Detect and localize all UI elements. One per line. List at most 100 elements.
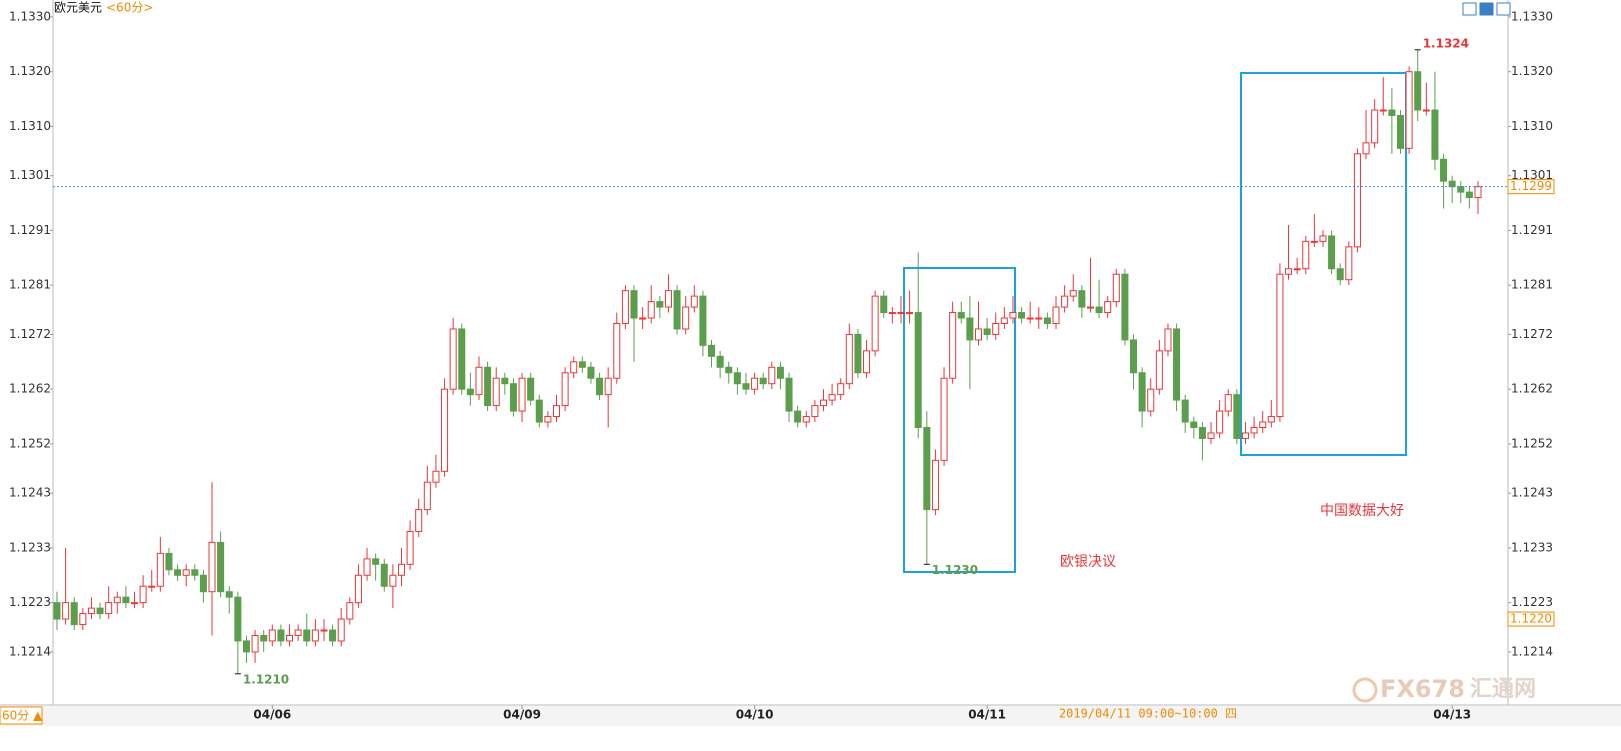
candle-body [1328,235,1336,270]
y-tick-label: 1.1301 [1511,168,1553,182]
tool-button[interactable] [1496,2,1511,16]
candle-body [1181,399,1189,423]
candle-body [1026,317,1034,320]
candle-body [1293,268,1301,271]
candle-body [596,377,604,396]
y-tick-label: 1.1243 [9,486,51,500]
candle-body [1035,317,1043,320]
candle-body [957,312,965,319]
candle-body [87,607,95,615]
period-button-label[interactable]: 60分 ▲ [2,709,43,723]
toolbar[interactable] [1462,2,1511,16]
candle-body [208,541,216,593]
candle-body [1207,432,1215,439]
candle-body [165,552,173,571]
candle-body [105,602,113,615]
candle-body [983,328,991,335]
candle-body [70,602,78,626]
candle-body [337,618,345,642]
candle-body [837,383,845,396]
candle-body [544,416,552,423]
candle-body [406,530,414,565]
candle-body [1396,114,1405,149]
candle-body [1362,142,1370,155]
tool-button[interactable] [1479,2,1494,16]
candle-body [372,558,380,565]
candle-body [1018,312,1026,319]
candle-body [1319,235,1327,242]
candle-body [888,312,896,315]
y-tick-label: 1.1291 [1511,223,1553,237]
x-tick-label: 04/06 [253,708,291,722]
y-tick-label: 1.1272 [1511,327,1553,341]
y-tick-label: 1.1330 [9,9,51,23]
candle-body [974,328,983,341]
candle-body [484,366,492,407]
candle-body [1276,273,1284,418]
time-readout: 2019/04/11 09:00~10:00 四 [1059,707,1237,721]
candle-body [311,629,319,642]
candle-body [1130,339,1138,374]
x-tick-label: 04/10 [736,708,774,722]
candle-body [940,377,948,461]
y-tick-label: 1.1233 [9,540,51,554]
candle-body [518,377,526,412]
candle-body [1250,426,1258,434]
y-tick-label: 1.1214 [1511,644,1553,658]
candle-body [647,301,655,319]
y-tick-label: 1.1281 [1511,278,1553,292]
candle-body [1086,306,1094,309]
candle-body [1388,109,1396,116]
candle-body [1043,317,1051,324]
tool-button[interactable] [1462,2,1477,16]
extreme-label: 1.1210 [243,672,289,686]
candle-body [156,552,164,587]
candle-body [441,388,449,472]
candle-body [415,509,423,532]
candle-body [1198,426,1206,439]
candle-body [768,366,776,385]
candle-body [656,301,664,308]
candle-body [880,295,888,314]
period-button[interactable] [0,706,43,725]
candle-body [1138,372,1146,412]
candle-body [794,410,802,423]
y-tick-label: 1.1262 [9,382,51,396]
candle-body [1371,109,1379,144]
candle-body [871,295,879,352]
candle-body [458,328,466,390]
candle-body [725,366,733,374]
candle-body [303,629,311,642]
candle-body [759,377,767,385]
candle-body [242,640,250,653]
candle-body [578,361,586,368]
candle-body [1095,306,1103,314]
candle-body [466,388,474,396]
candle-body [1069,290,1077,297]
candle-body [148,585,156,588]
y-tick-label: 1.1281 [9,278,51,292]
candle-body [690,295,698,308]
annotation: 欧银决议 [1060,554,1116,570]
candle-body [931,459,939,511]
candle-body [811,405,819,418]
candle-body [1422,109,1430,112]
highlight-box [903,267,1016,573]
time-axis-band [0,706,1621,726]
candle-body [664,290,672,308]
candle-body [130,602,139,605]
candle-body [897,312,905,315]
candle-body [268,629,276,642]
candle-body [62,602,70,620]
candle-body [1259,421,1267,428]
y-tick-label: 1.1310 [9,119,51,133]
candle-body [354,574,362,604]
candle-body [1104,301,1112,314]
candle-body [122,596,130,604]
candle-body [1448,180,1456,188]
candle-body [509,383,517,412]
last-price-label: 1.1299 [1510,179,1552,193]
extreme-label: 1.1230 [932,563,978,577]
candle-body [1224,394,1232,412]
